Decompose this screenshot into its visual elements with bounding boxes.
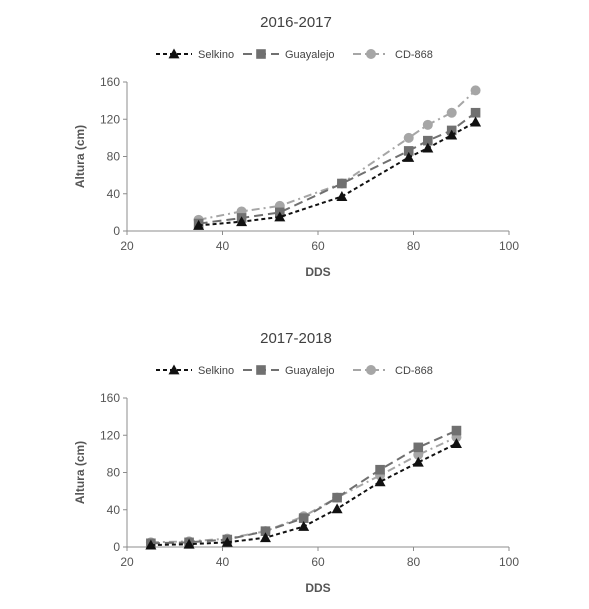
data-point-triangle: [336, 191, 348, 201]
y-tick-label: 40: [107, 187, 121, 201]
data-point-square: [337, 178, 347, 189]
y-tick-label: 80: [107, 466, 121, 480]
series-selkino: [193, 116, 482, 230]
chart-legend: Selkino Guayalejo CD-868: [156, 48, 433, 61]
y-tick-label: 120: [100, 112, 120, 126]
y-tick-label: 40: [107, 503, 121, 517]
legend-item-selkino: Selkino: [156, 48, 234, 61]
legend-marker-triangle: [168, 364, 180, 375]
x-tick-label: 100: [499, 555, 519, 569]
series-cd-868: [193, 85, 481, 225]
y-tick-label: 0: [113, 224, 120, 238]
legend-marker-circle: [366, 365, 376, 375]
data-point-circle: [403, 132, 414, 143]
legend-marker-square: [256, 365, 266, 375]
legend-label: CD-868: [395, 49, 433, 61]
legend-label: Guayalejo: [285, 365, 335, 377]
y-axis-label: Altura (cm): [73, 441, 87, 504]
legend-item-selkino: Selkino: [156, 364, 234, 377]
data-point-square: [403, 146, 414, 156]
data-point-triangle: [470, 116, 482, 127]
data-point-square: [332, 492, 342, 503]
legend-label: Selkino: [198, 365, 234, 377]
data-point-triangle: [259, 532, 271, 543]
legend-marker-triangle: [168, 48, 180, 59]
data-point-triangle: [183, 538, 195, 549]
data-point-triangle: [374, 476, 386, 487]
series-selkino: [145, 438, 462, 550]
legend-label: CD-868: [395, 365, 433, 377]
data-point-triangle: [403, 151, 415, 162]
data-point-square: [470, 107, 481, 118]
data-point-triangle: [412, 456, 424, 467]
data-point-square: [413, 442, 424, 453]
data-point-triangle: [145, 539, 157, 550]
data-point-triangle: [446, 129, 458, 140]
legend-label: Guayalejo: [285, 49, 335, 61]
chart-legend: Selkino Guayalejo CD-868: [156, 364, 433, 377]
data-point-triangle: [221, 536, 233, 547]
legend-marker-square: [256, 49, 266, 59]
data-point-circle: [422, 119, 433, 130]
x-tick-label: 20: [120, 239, 134, 253]
data-point-circle: [446, 107, 457, 118]
data-point-square: [423, 135, 433, 146]
x-axis-label: DDS: [305, 265, 330, 279]
x-tick-label: 100: [499, 239, 519, 253]
y-tick-label: 120: [100, 428, 120, 442]
data-point-square: [451, 425, 462, 436]
chart-title: 2016-2017: [260, 14, 332, 31]
x-tick-label: 80: [407, 239, 421, 253]
legend-item-guayalejo: Guayalejo: [243, 365, 335, 377]
data-point-triangle: [236, 216, 248, 227]
data-point-triangle: [274, 211, 286, 222]
data-point-triangle: [331, 503, 343, 514]
data-point-circle: [470, 85, 481, 96]
legend-item-cd-868: CD-868: [353, 365, 433, 377]
y-axis-label: Altura (cm): [73, 125, 87, 188]
data-point-square: [298, 513, 309, 523]
x-tick-label: 20: [120, 555, 134, 569]
chart-title: 2017-2018: [260, 330, 332, 347]
data-point-circle: [413, 449, 424, 460]
data-point-square: [375, 464, 385, 475]
chart-panel-1: 2016-2017 Selkino Guayalejo CD-868 0 40 80 120 1…: [73, 14, 519, 279]
x-axis-label: DDS: [305, 581, 330, 595]
y-tick-label: 0: [113, 540, 120, 554]
x-tick-label: 60: [311, 239, 325, 253]
legend-item-cd-868: CD-868: [353, 49, 433, 61]
y-tick-label: 160: [100, 391, 120, 405]
data-point-triangle: [450, 438, 462, 449]
chart-panel-2: 2017-2018 Selkino Guayalejo CD-868 0 40 80 120 1…: [73, 330, 519, 595]
legend-label: Selkino: [198, 49, 234, 61]
legend-marker-circle: [366, 49, 376, 59]
x-tick-label: 80: [407, 555, 421, 569]
data-point-square: [260, 526, 271, 536]
data-point-triangle: [298, 521, 310, 531]
data-point-triangle: [193, 219, 205, 230]
x-tick-label: 60: [311, 555, 325, 569]
y-tick-label: 80: [107, 150, 121, 164]
x-tick-label: 40: [216, 239, 230, 253]
y-tick-label: 160: [100, 75, 120, 89]
x-tick-label: 40: [216, 555, 230, 569]
data-point-triangle: [422, 142, 434, 153]
legend-item-guayalejo: Guayalejo: [243, 49, 335, 61]
